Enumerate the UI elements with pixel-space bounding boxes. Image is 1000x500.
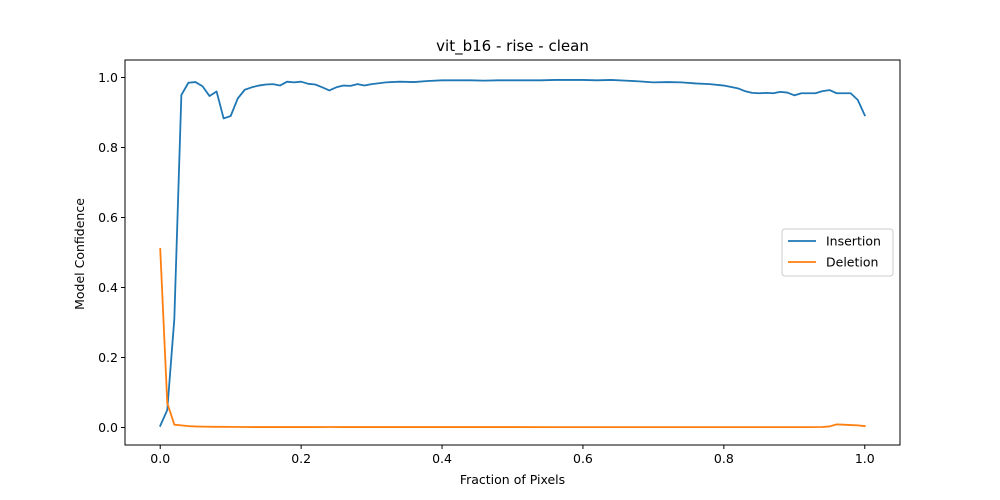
chart-title: vit_b16 - rise - clean	[436, 37, 589, 56]
x-tick-label: 0.6	[573, 451, 593, 466]
x-tick-label: 1.0	[855, 451, 875, 466]
series-line-insertion	[159, 79, 866, 427]
series-line-deletion	[159, 248, 866, 429]
y-tick-label: 0.8	[98, 140, 118, 155]
axes-frame	[124, 59, 901, 446]
x-axis: 0.0 0.2 0.4 0.6 0.8 1.0	[150, 445, 875, 466]
x-tick-label: 0.8	[714, 451, 734, 466]
legend-label-deletion: Deletion	[826, 255, 878, 270]
series-layer	[159, 79, 866, 429]
legend: Insertion Deletion	[781, 228, 894, 277]
y-axis-label: Model Confidence	[72, 198, 87, 310]
x-tick-label: 0.0	[150, 451, 170, 466]
legend-label-insertion: Insertion	[826, 234, 881, 249]
x-tick-label: 0.4	[432, 451, 452, 466]
y-tick-label: 0.4	[98, 280, 118, 295]
y-tick-label: 1.0	[98, 70, 118, 85]
y-axis: 0.0 0.2 0.4 0.6 0.8 1.0	[98, 70, 125, 435]
y-tick-label: 0.2	[98, 350, 118, 365]
x-tick-label: 0.2	[291, 451, 311, 466]
x-axis-label: Fraction of Pixels	[460, 472, 565, 487]
plot-area	[124, 59, 901, 446]
y-tick-label: 0.6	[98, 210, 118, 225]
y-tick-label: 0.0	[98, 420, 118, 435]
